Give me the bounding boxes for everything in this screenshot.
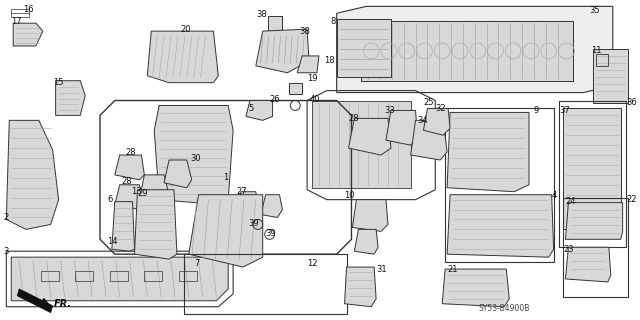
Text: 21: 21 [447,265,458,274]
Text: 38: 38 [256,10,267,19]
Text: 5: 5 [248,104,253,113]
Polygon shape [312,100,411,188]
Polygon shape [362,21,573,81]
Polygon shape [115,185,145,210]
Text: 18: 18 [324,56,335,65]
Polygon shape [566,247,611,282]
Polygon shape [260,195,282,218]
Polygon shape [112,202,134,251]
Bar [445,108,554,262]
Polygon shape [563,108,621,229]
Text: 36: 36 [627,98,637,107]
Text: 11: 11 [591,46,602,55]
Text: 27: 27 [236,187,246,196]
Text: 15: 15 [52,78,63,87]
Polygon shape [442,269,509,307]
Bar [563,198,628,297]
Text: 4: 4 [552,191,557,200]
Text: 30: 30 [191,154,202,163]
Bar [184,254,346,314]
Polygon shape [13,23,43,46]
Text: 20: 20 [181,25,191,34]
Bar [337,19,391,77]
Bar [559,100,626,247]
Text: 35: 35 [589,6,600,15]
Text: FR.: FR. [54,299,72,309]
Text: 37: 37 [559,106,570,115]
Polygon shape [268,16,282,31]
Polygon shape [56,81,85,116]
Text: 14: 14 [107,237,117,246]
Text: 8: 8 [331,17,336,26]
Text: 13: 13 [132,187,142,196]
Text: 28: 28 [349,114,359,123]
Polygon shape [12,257,228,301]
Text: 31: 31 [376,265,387,274]
Text: 39: 39 [266,229,276,238]
Polygon shape [355,229,378,254]
Text: 33: 33 [384,106,395,115]
Polygon shape [164,160,192,188]
Bar [12,9,29,17]
Text: 38: 38 [299,27,310,36]
Text: 26: 26 [269,95,280,104]
Bar [110,271,127,281]
Text: 7: 7 [195,259,200,268]
Text: 22: 22 [627,195,637,204]
Bar [76,271,93,281]
Text: 40: 40 [310,95,321,104]
Text: 9: 9 [534,106,539,115]
Polygon shape [140,175,169,204]
Text: 12: 12 [307,259,317,268]
Text: SY53-B4900B: SY53-B4900B [479,304,530,313]
Polygon shape [447,195,554,257]
Text: 17: 17 [12,17,22,26]
Text: 1: 1 [223,173,228,182]
Polygon shape [236,192,258,215]
Polygon shape [566,203,623,239]
Text: 39: 39 [248,219,259,228]
Polygon shape [349,118,391,155]
Text: 3: 3 [3,247,9,256]
Text: 16: 16 [23,5,34,14]
Polygon shape [17,289,52,313]
Text: 34: 34 [417,116,428,125]
Text: 2: 2 [3,213,8,222]
Polygon shape [447,112,529,192]
Text: 24: 24 [566,197,576,206]
Polygon shape [115,155,145,180]
Text: 32: 32 [435,104,446,113]
Polygon shape [411,120,447,160]
Polygon shape [386,110,417,145]
Bar [596,54,608,66]
Polygon shape [353,200,388,231]
Bar [145,271,162,281]
Polygon shape [337,6,612,92]
Polygon shape [297,56,319,73]
Text: 29: 29 [138,189,148,198]
Text: 10: 10 [344,191,355,200]
Polygon shape [246,100,273,120]
Polygon shape [289,83,302,93]
Polygon shape [134,190,177,259]
Polygon shape [189,195,262,267]
Bar [593,49,628,103]
Polygon shape [6,120,59,229]
Bar [41,271,59,281]
Polygon shape [424,108,450,135]
Text: 28: 28 [125,148,136,156]
Text: 28: 28 [122,177,132,186]
Polygon shape [344,267,376,307]
Text: 6: 6 [107,195,112,204]
Text: 25: 25 [424,98,434,107]
Polygon shape [154,106,233,204]
Bar [179,271,196,281]
Text: 19: 19 [307,74,317,83]
Polygon shape [147,31,218,83]
Text: 23: 23 [563,245,574,254]
Polygon shape [256,29,309,73]
